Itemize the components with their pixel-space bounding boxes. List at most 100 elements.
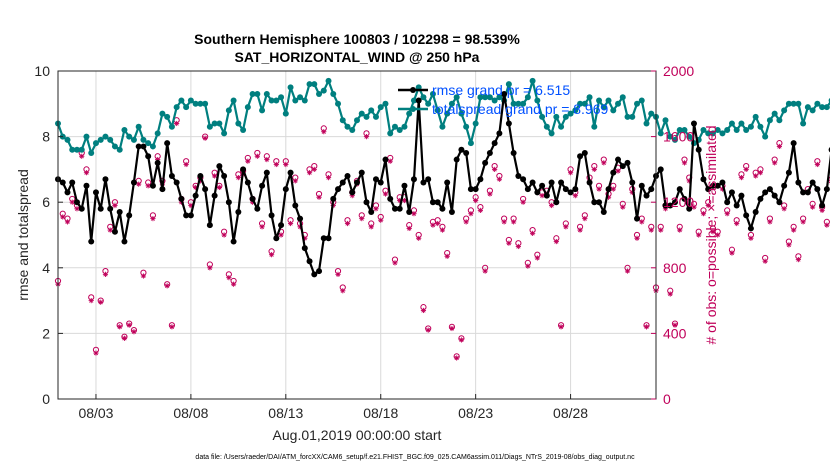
asterisk-stroke (800, 219, 806, 225)
totalspread-point (372, 113, 379, 120)
totalspread-point (130, 136, 137, 143)
totalspread-point (330, 90, 337, 97)
asterisk-stroke (449, 326, 455, 331)
asterisk-stroke (430, 223, 436, 228)
obs-assimilated-point (772, 160, 778, 166)
asterisk-stroke (411, 211, 417, 216)
totalspread-point (657, 130, 664, 137)
rmse-point (140, 143, 147, 150)
rmse-point (800, 189, 807, 196)
asterisk-stroke (146, 183, 151, 188)
obs-assimilated-point (515, 243, 521, 250)
asterisk-stroke (369, 224, 374, 229)
totalspread-point (714, 127, 721, 134)
rmse-point (126, 212, 133, 219)
totalspread-point (728, 120, 735, 127)
obs-assimilated-point (212, 173, 218, 179)
totalspread-point (316, 90, 323, 97)
totalspread-point (311, 81, 318, 88)
totalspread-point (297, 94, 304, 101)
asterisk-stroke (89, 298, 94, 303)
totalspread-point (244, 104, 251, 111)
rmse-point (453, 156, 460, 163)
obs-assimilated-point (615, 168, 621, 174)
rmse-point (249, 195, 256, 202)
rmse-point (510, 150, 517, 156)
totalspread-point (344, 123, 351, 130)
totalspread-point (211, 120, 218, 127)
totalspread-point (335, 100, 342, 107)
asterisk-stroke (668, 291, 673, 297)
asterisk-stroke (117, 324, 122, 329)
totalspread-point (377, 104, 384, 111)
obs-assimilated-point (520, 199, 526, 205)
asterisk-stroke (473, 198, 478, 203)
rmse-point (135, 143, 142, 150)
asterisk-stroke (706, 203, 711, 208)
obs-assimilated-point (264, 156, 270, 163)
totalspread-point (254, 90, 261, 97)
asterisk-stroke (312, 167, 317, 172)
totalspread-point (320, 87, 327, 94)
rmse-point (719, 179, 726, 186)
rmse-point (235, 209, 242, 216)
obs-assimilated-point (131, 329, 137, 335)
obs-assimilated-point (268, 252, 275, 258)
asterisk-stroke (93, 350, 99, 356)
rmse-point (700, 176, 707, 183)
totalspread-point (453, 94, 460, 101)
totalspread-point (738, 120, 745, 127)
legend-spread-label: totalspread grand pr = 8.969 (432, 101, 609, 117)
rmse-point (396, 205, 403, 212)
rmse-point (88, 238, 95, 245)
rmse-point (301, 245, 308, 252)
obs-assimilated-point (658, 227, 664, 233)
obs-assimilated-point (311, 166, 317, 172)
asterisk-stroke (634, 236, 640, 241)
rmse-point (420, 179, 427, 186)
totalspread-point (444, 110, 451, 117)
obs-assimilated-point (420, 307, 427, 314)
obs-assimilated-point (344, 220, 351, 227)
asterisk-stroke (596, 186, 602, 192)
totalspread-point (273, 97, 280, 104)
totalspread-point (282, 110, 289, 117)
obs-assimilated-point (83, 170, 90, 176)
obs-assimilated-point (340, 288, 346, 294)
totalspread-point (92, 140, 99, 147)
totalspread-point (790, 100, 797, 107)
rmse-point (344, 172, 351, 179)
rmse-point (111, 228, 118, 235)
obs-assimilated-point (677, 227, 683, 233)
obs-assimilated-point (473, 197, 479, 204)
rmse-point (363, 199, 370, 206)
totalspread-point (709, 130, 716, 137)
totalspread-point (159, 110, 166, 117)
obs-assimilated-point (700, 211, 707, 217)
asterisk-stroke (321, 129, 326, 134)
rmse-point (733, 202, 740, 209)
asterisk-stroke (316, 195, 322, 200)
totalspread-point (339, 117, 346, 124)
totalspread-point (178, 97, 185, 104)
asterisk-stroke (819, 208, 825, 213)
y-tick-label-left: 2 (42, 325, 50, 341)
obs-assimilated-point (368, 224, 374, 230)
rmse-point (368, 209, 375, 216)
obs-assimilated-point (416, 235, 422, 241)
rmse-point (429, 199, 436, 206)
obs-assimilated-point (501, 219, 507, 225)
obs-assimilated-point (387, 158, 393, 164)
asterisk-stroke (221, 232, 227, 238)
totalspread-point (520, 100, 527, 107)
y-tick-label-right: 1600 (663, 129, 694, 145)
asterisk-stroke (426, 327, 431, 333)
totalspread-point (781, 107, 788, 114)
asterisk-stroke (744, 167, 749, 172)
obs-assimilated-point (810, 204, 816, 210)
rmse-point (776, 199, 783, 206)
asterisk-stroke (122, 336, 127, 341)
rmse-point (548, 179, 555, 186)
asterisk-stroke (549, 203, 554, 208)
rmse-point (149, 182, 156, 189)
